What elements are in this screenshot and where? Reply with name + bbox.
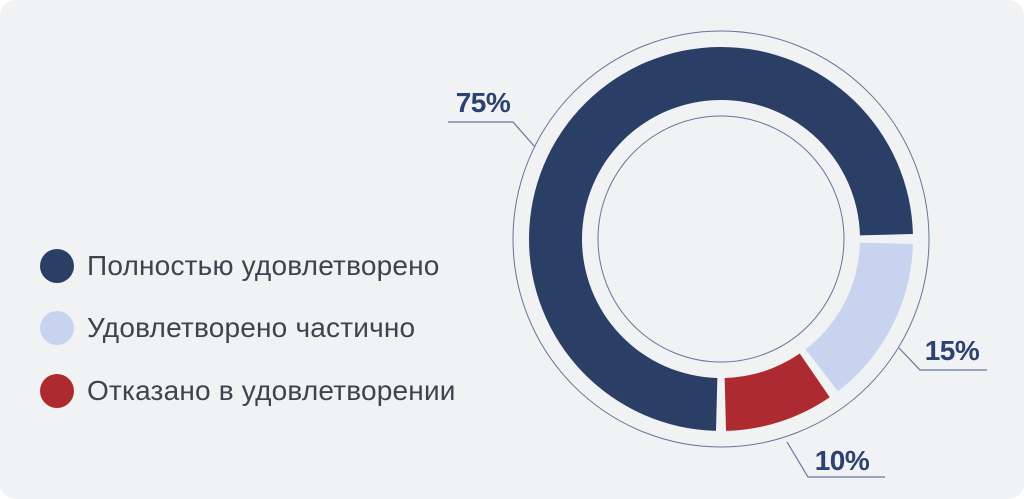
legend-swatch-icon: [40, 374, 74, 408]
legend-item-fully-satisfied: Полностью удовлетворено: [40, 249, 456, 283]
leader-line-10: [786, 441, 885, 478]
legend-label: Полностью удовлетворено: [87, 250, 440, 281]
leader-line-15: [898, 347, 987, 371]
donut-segment-1: [805, 242, 913, 392]
legend: Полностью удовлетворено Удовлетворено ча…: [40, 249, 456, 436]
inner-guide-circle: [597, 115, 845, 363]
legend-swatch-icon: [40, 249, 74, 283]
percent-label-15: 15%: [924, 335, 980, 366]
leader-line-75: [448, 121, 536, 148]
legend-item-denied: Отказано в удовлетворении: [40, 374, 456, 408]
percent-label-10: 10%: [814, 445, 870, 476]
donut-segment-2: [724, 353, 830, 431]
outer-guide-circle: [512, 30, 930, 448]
legend-item-partially-satisfied: Удовлетворено частично: [40, 311, 456, 345]
legend-swatch-icon: [40, 311, 74, 345]
legend-label: Удовлетворено частично: [87, 312, 416, 343]
percent-label-75: 75%: [455, 87, 511, 118]
legend-label: Отказано в удовлетворении: [87, 375, 456, 406]
